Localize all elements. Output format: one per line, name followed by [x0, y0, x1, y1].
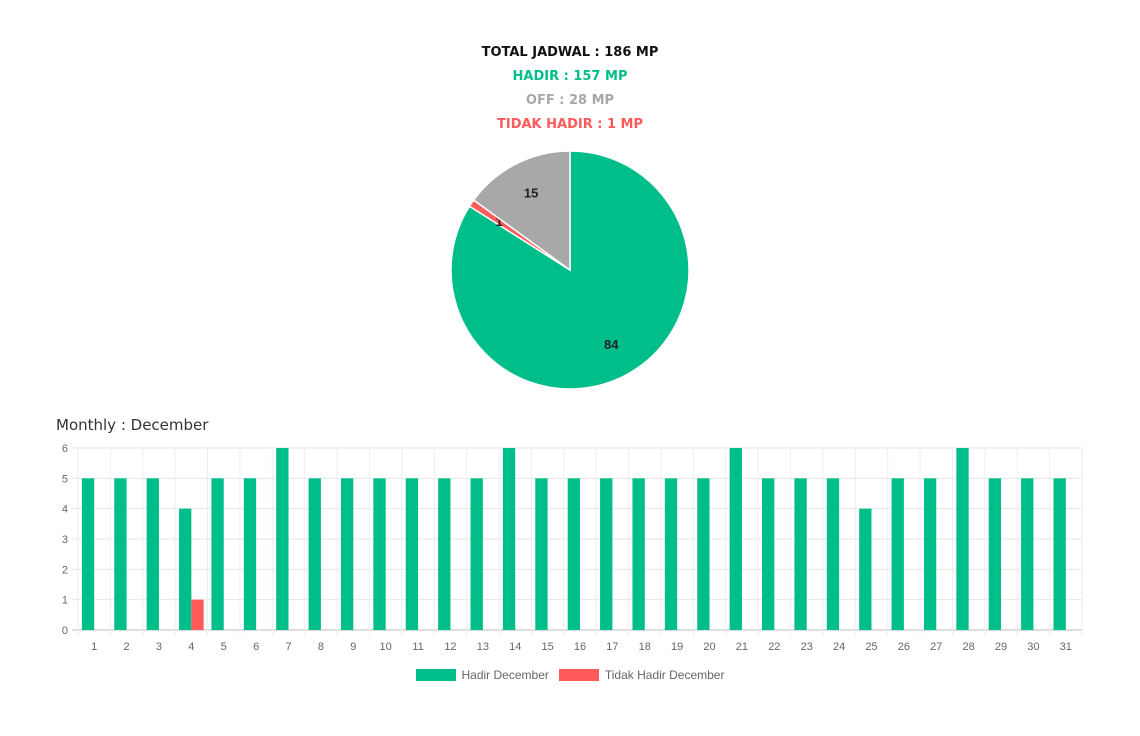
bar-hadir-6[interactable] — [243, 478, 257, 630]
x-tick-label: 15 — [541, 641, 553, 653]
bar-hadir-17[interactable] — [600, 478, 613, 630]
x-tick-label: 27 — [930, 641, 942, 653]
x-tick-label: 24 — [833, 641, 845, 653]
attendance-pie-chart: 84 1 15 — [450, 150, 690, 390]
bar-hadir-21[interactable] — [729, 448, 742, 630]
bar-hadir-4[interactable] — [179, 508, 192, 630]
x-tick-label: 16 — [574, 641, 586, 653]
y-tick-label: 4 — [62, 504, 68, 516]
x-tick-label: 29 — [995, 641, 1007, 653]
x-tick-label: 14 — [509, 641, 521, 653]
off-label: OFF : 28 MP — [525, 93, 615, 108]
x-tick-label: 30 — [1027, 641, 1039, 653]
total-jadwal-label: TOTAL JADWAL : 186 MP — [481, 45, 659, 60]
y-tick-label: 0 — [62, 625, 68, 637]
bar-hadir-16[interactable] — [567, 478, 580, 630]
x-tick-label: 25 — [865, 641, 877, 653]
y-tick-label: 5 — [62, 473, 68, 485]
bar-hadir-15[interactable] — [535, 478, 548, 630]
y-tick-label: 1 — [62, 595, 68, 607]
legend-swatch-tidak-hadir — [558, 669, 599, 681]
x-tick-label: 3 — [156, 641, 162, 653]
x-tick-label: 2 — [124, 641, 130, 653]
bar-hadir-29[interactable] — [988, 478, 1002, 630]
bar-hadir-20[interactable] — [697, 478, 710, 630]
bar-hadir-27[interactable] — [923, 478, 937, 630]
x-tick-label: 28 — [963, 641, 975, 653]
bar-hadir-30[interactable] — [1021, 478, 1034, 630]
bar-hadir-31[interactable] — [1053, 478, 1066, 630]
x-tick-label: 8 — [318, 641, 324, 653]
x-tick-label: 9 — [350, 641, 356, 653]
monthly-chart-title: Monthly : December — [56, 416, 209, 434]
bar-tidak-hadir-4[interactable] — [191, 599, 204, 630]
pie-slice-label-1: 1 — [496, 214, 503, 229]
legend-item-hadir[interactable]: Hadir December — [415, 668, 549, 682]
x-tick-label: 31 — [1060, 641, 1072, 653]
bar-legend: Hadir December Tidak Hadir December — [0, 668, 1140, 682]
legend-label-hadir: Hadir December — [461, 668, 549, 682]
bar-hadir-7[interactable] — [276, 448, 289, 630]
pie-slice-label-0: 84 — [604, 337, 619, 352]
x-tick-label: 10 — [380, 641, 392, 653]
bar-hadir-5[interactable] — [211, 478, 224, 630]
y-tick-label: 3 — [62, 534, 68, 546]
x-tick-label: 21 — [736, 641, 748, 653]
bar-hadir-19[interactable] — [664, 478, 678, 630]
x-tick-label: 4 — [188, 641, 194, 653]
bar-hadir-26[interactable] — [891, 478, 904, 630]
hadir-label: HADIR : 157 MP — [512, 69, 628, 84]
x-tick-label: 7 — [285, 641, 291, 653]
bar-hadir-11[interactable] — [405, 478, 419, 630]
pie-slice-label-2: 15 — [524, 186, 538, 201]
bar-hadir-9[interactable] — [340, 478, 354, 630]
x-tick-label: 11 — [412, 641, 423, 653]
bar-hadir-3[interactable] — [146, 478, 159, 630]
x-tick-label: 26 — [898, 641, 910, 653]
bar-hadir-18[interactable] — [632, 478, 645, 630]
x-tick-label: 13 — [477, 641, 489, 653]
x-tick-label: 20 — [703, 641, 715, 653]
bar-hadir-1[interactable] — [81, 478, 95, 630]
y-tick-label: 6 — [62, 443, 68, 455]
bar-hadir-23[interactable] — [794, 478, 807, 630]
bar-hadir-12[interactable] — [438, 478, 451, 630]
x-tick-label: 23 — [801, 641, 813, 653]
y-tick-label: 2 — [62, 564, 68, 576]
bar-hadir-10[interactable] — [373, 478, 386, 630]
bar-hadir-22[interactable] — [762, 478, 775, 630]
bar-hadir-2[interactable] — [114, 478, 127, 630]
pie-slice-2[interactable] — [472, 150, 571, 272]
x-tick-label: 18 — [639, 641, 651, 653]
legend-label-tidak-hadir: Tidak Hadir December — [604, 668, 725, 682]
x-tick-label: 6 — [253, 641, 259, 653]
x-tick-label: 17 — [606, 641, 618, 653]
bar-hadir-24[interactable] — [826, 478, 840, 630]
x-tick-label: 1 — [91, 641, 97, 653]
x-tick-label: 19 — [671, 641, 683, 653]
x-tick-label: 22 — [768, 641, 780, 653]
bar-hadir-8[interactable] — [308, 478, 321, 630]
x-tick-label: 5 — [221, 641, 227, 653]
bar-hadir-14[interactable] — [502, 448, 516, 630]
bar-hadir-28[interactable] — [956, 448, 969, 630]
bar-hadir-25[interactable] — [859, 508, 872, 630]
x-tick-label: 12 — [444, 641, 456, 653]
tidak-hadir-label: TIDAK HADIR : 1 MP — [496, 117, 644, 132]
bar-hadir-13[interactable] — [470, 478, 483, 630]
legend-item-tidak-hadir[interactable]: Tidak Hadir December — [558, 668, 725, 682]
legend-swatch-hadir — [415, 669, 456, 681]
